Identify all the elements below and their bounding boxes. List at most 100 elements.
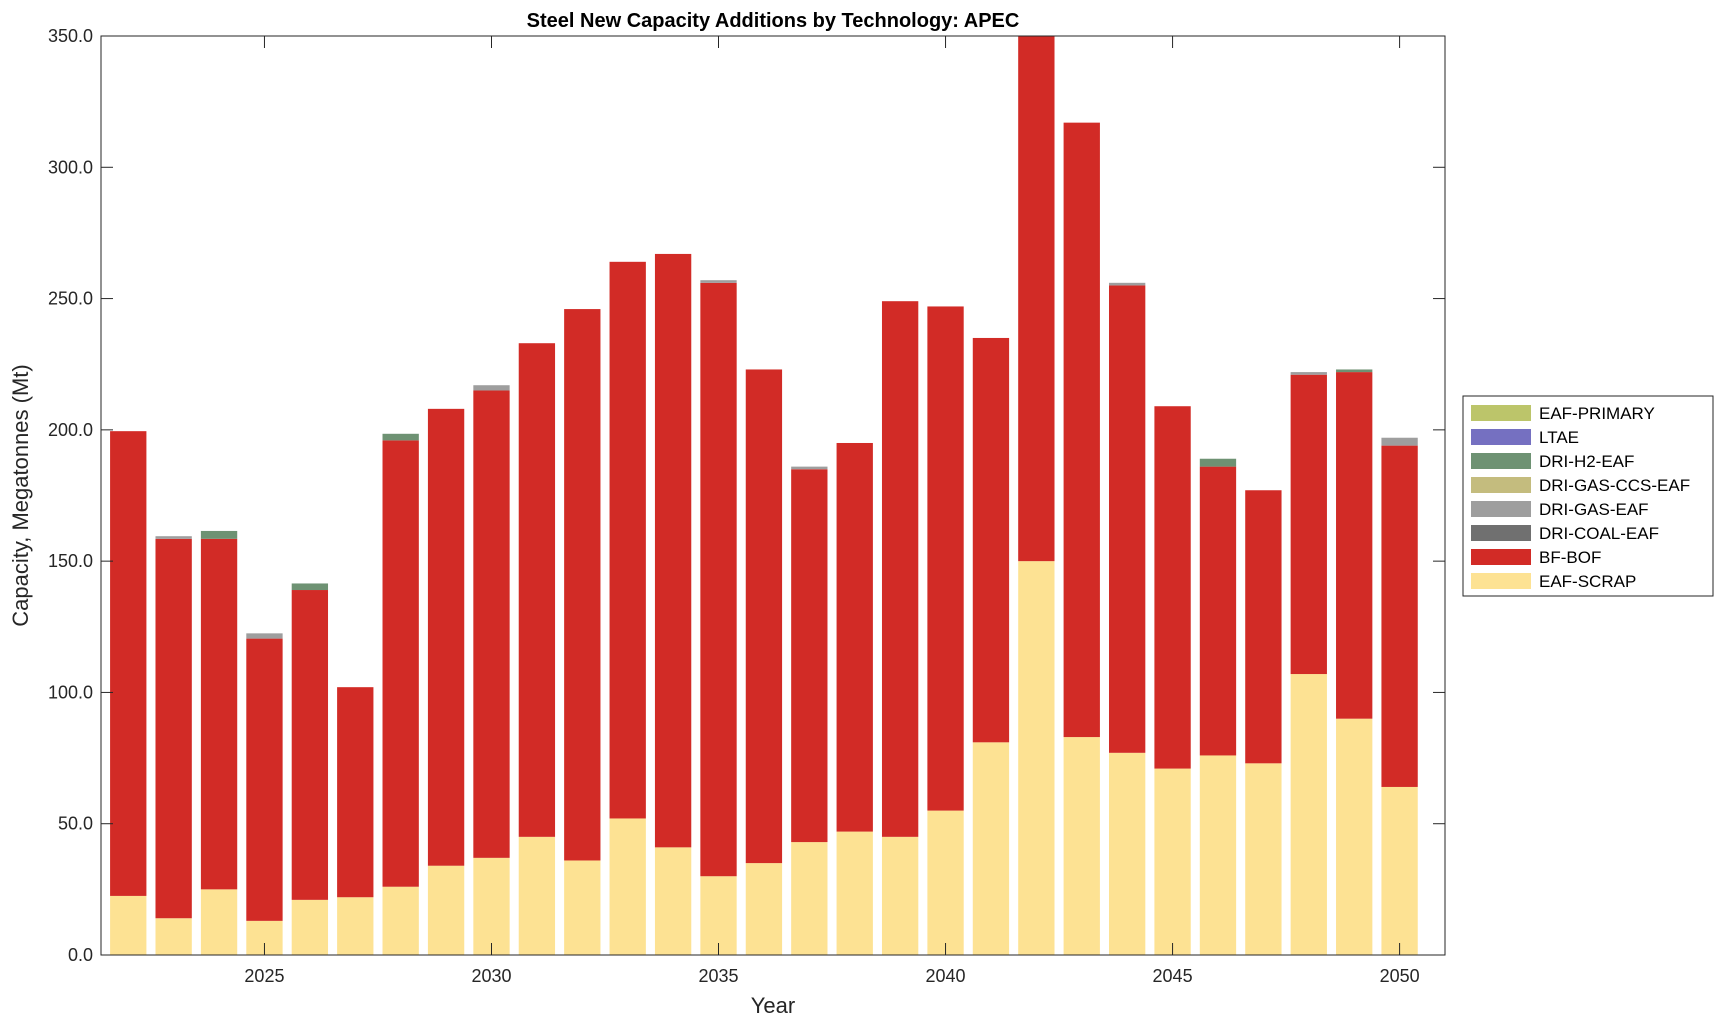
bar-segment-eaf-scrap-2042 (1018, 561, 1055, 955)
bar-segment-bf-bof-2033 (609, 261, 646, 819)
bar-segment-eaf-scrap-2022 (110, 895, 147, 955)
bar-segment-bf-bof-2028 (382, 440, 419, 887)
bar-segment-bf-bof-2025 (246, 638, 283, 921)
bar-segment-dri-gas-eaf-2035 (700, 280, 737, 283)
bar-segment-bf-bof-2048 (1290, 374, 1327, 675)
bar-segment-eaf-scrap-2049 (1336, 718, 1373, 955)
bar-segment-eaf-scrap-2026 (291, 899, 329, 955)
legend-label-eaf-scrap: EAF-SCRAP (1539, 572, 1636, 591)
bar-segment-eaf-scrap-2029 (427, 865, 465, 955)
bar-segment-eaf-scrap-2035 (700, 876, 737, 955)
legend-swatch-eaf-primary (1471, 405, 1531, 421)
bar-segment-eaf-scrap-2033 (609, 818, 646, 955)
bar-segment-eaf-scrap-2040 (927, 810, 964, 955)
bar-segment-eaf-scrap-2043 (1063, 737, 1100, 955)
bar-segment-bf-bof-2023 (155, 538, 192, 919)
bar-segment-eaf-scrap-2031 (518, 836, 556, 955)
y-tick-label: 100.0 (48, 682, 93, 702)
bar-segment-eaf-scrap-2048 (1290, 674, 1327, 955)
y-tick-label: 0.0 (68, 945, 93, 965)
bar-segment-eaf-scrap-2036 (745, 863, 783, 955)
bar-segment-dri-h2-eaf-2028 (382, 433, 419, 441)
bar-segment-bf-bof-2036 (745, 369, 783, 864)
bar-segment-dri-h2-eaf-2026 (291, 583, 329, 591)
bar-segment-dri-gas-eaf-2048 (1290, 372, 1327, 375)
legend-label-ltae: LTAE (1539, 428, 1579, 447)
legend-label-eaf-primary: EAF-PRIMARY (1539, 404, 1655, 423)
y-tick-label: 250.0 (48, 289, 93, 309)
bar-segment-dri-h2-eaf-2024 (200, 530, 238, 539)
bar-segment-dri-gas-eaf-2044 (1109, 282, 1146, 286)
bar-segment-eaf-scrap-2037 (791, 842, 828, 955)
x-axis-title: Year (751, 993, 795, 1018)
bar-segment-bf-bof-2031 (518, 343, 556, 837)
legend-label-dri-coal-eaf: DRI-COAL-EAF (1539, 524, 1659, 543)
plot-area-frame (100, 35, 1446, 956)
bar-segment-bf-bof-2045 (1154, 406, 1191, 769)
bar-segment-bf-bof-2022 (110, 431, 147, 896)
bar-segment-dri-gas-eaf-2037 (791, 466, 828, 470)
bar-segment-eaf-scrap-2023 (155, 918, 192, 955)
x-tick-label: 2025 (244, 966, 284, 986)
bar-segment-eaf-scrap-2039 (881, 836, 919, 955)
bar-segment-dri-h2-eaf-2046 (1199, 458, 1237, 467)
bar-segment-eaf-scrap-2028 (382, 886, 419, 955)
bar-segment-eaf-scrap-2045 (1154, 768, 1191, 955)
bar-segment-bf-bof-2047 (1245, 490, 1282, 764)
bar-segment-bf-bof-2041 (972, 337, 1010, 743)
x-tick-label: 2035 (698, 966, 738, 986)
legend-swatch-dri-gas-eaf (1471, 501, 1531, 517)
bar-segment-bf-bof-2049 (1336, 372, 1373, 719)
bar-segment-eaf-scrap-2047 (1245, 763, 1282, 955)
bar-segment-eaf-scrap-2046 (1199, 755, 1237, 955)
bar-segment-dri-gas-eaf-2025 (246, 633, 283, 639)
x-tick-label: 2030 (471, 966, 511, 986)
bar-segment-bf-bof-2044 (1109, 285, 1146, 753)
bar-segment-bf-bof-2040 (927, 306, 964, 811)
bar-segment-eaf-scrap-2034 (654, 847, 692, 955)
y-tick-label: 50.0 (58, 814, 93, 834)
legend-swatch-ltae (1471, 429, 1531, 445)
legend-swatch-eaf-scrap (1471, 573, 1531, 589)
bar-segment-dri-gas-eaf-2023 (155, 536, 192, 539)
legend-swatch-bf-bof (1471, 549, 1531, 565)
bar-segment-bf-bof-2026 (291, 590, 329, 900)
bar-segment-bf-bof-2035 (700, 282, 737, 877)
legend-label-dri-gas-eaf: DRI-GAS-EAF (1539, 500, 1649, 519)
legend-label-bf-bof: BF-BOF (1539, 548, 1601, 567)
bar-segment-bf-bof-2027 (337, 687, 374, 898)
bar-segment-bf-bof-2046 (1199, 466, 1237, 756)
legend-swatch-dri-gas-ccs-eaf (1471, 477, 1531, 493)
ticks-layer: 0.0 50.0 100.0 150.0 200.0 250.0 300.0 350.0 202… (48, 26, 1445, 986)
bar-segment-bf-bof-2050 (1381, 445, 1418, 787)
y-tick-label: 350.0 (48, 26, 93, 46)
legend-label-dri-h2-eaf: DRI-H2-EAF (1539, 452, 1634, 471)
bar-segment-bf-bof-2043 (1063, 122, 1100, 738)
y-tick-label: 300.0 (48, 157, 93, 177)
legend-swatch-dri-h2-eaf (1471, 453, 1531, 469)
y-tick-label: 150.0 (48, 551, 93, 571)
x-tick-label: 2040 (926, 966, 966, 986)
bar-segment-eaf-scrap-2030 (473, 857, 510, 955)
bar-segment-bf-bof-2042 (1018, 36, 1055, 562)
y-axis-title: Capacity, Megatonnes (Mt) (8, 364, 33, 626)
bar-segment-bf-bof-2038 (836, 442, 873, 832)
legend-label-dri-gas-ccs-eaf: DRI-GAS-CCS-EAF (1539, 476, 1690, 495)
bar-segment-eaf-scrap-2044 (1109, 752, 1146, 955)
bar-segment-dri-gas-eaf-2030 (473, 385, 510, 391)
x-tick-label: 2050 (1380, 966, 1420, 986)
bar-segment-dri-h2-eaf-2049 (1336, 369, 1373, 373)
bar-segment-bf-bof-2039 (881, 301, 919, 837)
bars-layer (110, 36, 1418, 955)
bar-segment-dri-gas-eaf-2050 (1381, 437, 1418, 446)
legend: EAF-PRIMARY LTAE DRI-H2-EAF DRI-GAS-CCS-EAF… (1462, 395, 1714, 597)
chart-title: Steel New Capacity Additions by Technolo… (527, 10, 1020, 32)
bar-segment-eaf-scrap-2038 (836, 831, 873, 955)
bar-segment-eaf-scrap-2032 (564, 860, 601, 955)
bar-segment-eaf-scrap-2027 (337, 897, 374, 955)
y-tick-label: 200.0 (48, 420, 93, 440)
bar-segment-bf-bof-2034 (654, 253, 692, 848)
bar-segment-bf-bof-2024 (200, 538, 238, 890)
